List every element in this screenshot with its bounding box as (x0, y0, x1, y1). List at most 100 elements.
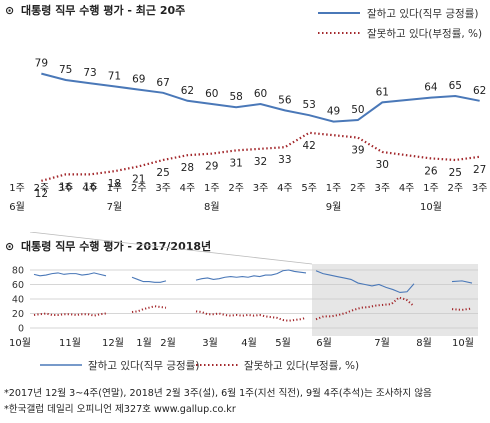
negative-data-label: 30 (376, 159, 389, 171)
positive-data-label: 75 (59, 64, 72, 76)
negative-data-label: 25 (449, 167, 462, 179)
ov-positive-segment (131, 276, 167, 283)
ov-y-tick: 0 (18, 324, 24, 335)
main-chart-title: 대통령 직무 수행 평가 - 최근 20주 (21, 3, 185, 17)
ov-y-tick: 20 (12, 309, 24, 320)
main-x-axis: 1주 6월 2주 3주 4주 1주 7월 2주 3주 4주 1주 8월 2주 3주 4주 5주 1주 9월 2주 3주… (9, 183, 487, 213)
ov-y-tick: 80 (12, 266, 24, 277)
x-tick-week: 4주 (82, 183, 98, 194)
overview-chart-title: 대통령 직무 수행 평가 - 2017/2018년 (21, 239, 211, 253)
negative-data-label: 21 (132, 173, 145, 185)
footnotes: *2017년 12월 3~4주(연말), 2018년 2월 3주(설), 6월 … (4, 386, 488, 418)
x-tick-week: 2주 (350, 183, 366, 194)
positive-data-label: 60 (254, 88, 267, 100)
positive-data-label: 58 (229, 91, 242, 103)
negative-data-label: 25 (156, 167, 169, 179)
x-tick-week: 1주 (326, 183, 342, 194)
x-tick-month: 6월 (9, 201, 25, 213)
positive-data-label: 50 (351, 104, 364, 116)
negative-data-label: 16 (83, 181, 97, 193)
ov-month-label: 3월 (202, 337, 218, 349)
legend-negative-label: 잘못하고 있다(부정률, %) (367, 27, 482, 40)
x-tick-week: 3주 (58, 183, 74, 194)
negative-data-label: 42 (303, 140, 316, 152)
x-tick-week: 4주 (277, 183, 293, 194)
main-chart: ⊙ 대통령 직무 수행 평가 - 최근 20주 잘하고 있다(직무 긍정률) 잘… (5, 3, 487, 213)
ov-y-tick: 40 (12, 295, 24, 306)
negative-data-label: 28 (181, 162, 194, 174)
negative-data-label: 31 (229, 157, 242, 169)
ov-legend-positive-label: 잘하고 있다(직무 긍정률) (88, 359, 199, 372)
positive-data-label: 56 (278, 94, 292, 106)
x-tick-week: 3주 (155, 183, 171, 194)
ov-month-label: 8월 (416, 337, 432, 349)
x-tick-week: 4주 (399, 183, 415, 194)
positive-data-label: 65 (449, 80, 462, 92)
positive-data-label: 67 (156, 77, 169, 89)
ov-negative-segment (315, 296, 415, 321)
positive-data-label: 62 (473, 85, 486, 97)
zoom-connector (29, 232, 313, 265)
x-tick-week: 2주 (34, 183, 50, 194)
ov-month-label: 10월 (9, 337, 31, 349)
recent-weeks-highlight (312, 264, 478, 336)
positive-data-label: 62 (181, 85, 194, 97)
positive-data-label: 69 (132, 74, 145, 86)
negative-data-label: 18 (108, 178, 121, 190)
positive-data-label: 60 (205, 88, 218, 100)
ov-month-label: 4월 (241, 337, 257, 349)
x-tick-month: 8월 (204, 201, 220, 213)
ov-negative-segment (195, 310, 307, 322)
positive-data-label: 64 (424, 82, 438, 94)
overview-chart: ⊙ 대통령 직무 수행 평가 - 2017/2018년 0 20 40 60 80 10… (5, 232, 478, 372)
x-tick-week: 3주 (253, 183, 269, 194)
ov-month-label: 1월 (136, 337, 152, 349)
overview-legend: 잘하고 있다(직무 긍정률) 잘못하고 있다(부정률, %) (40, 359, 359, 372)
negative-data-label: 32 (254, 156, 267, 168)
x-tick-week: 1주 (204, 183, 220, 194)
x-tick-month: 10월 (420, 201, 442, 213)
positive-data-label: 61 (376, 86, 389, 98)
overview-x-axis: 10월 11월 12월 1월 2월 3월 4월 5월 6월 7월 8월 10월 (9, 337, 474, 349)
ov-month-label: 11월 (59, 337, 81, 349)
ov-positive-segment (195, 269, 307, 281)
negative-series-line (41, 131, 480, 182)
ov-positive-segment (315, 270, 415, 294)
ov-month-label: 12월 (102, 337, 124, 349)
ov-month-label: 2월 (160, 337, 176, 349)
legend-positive-label: 잘하고 있다(직무 긍정률) (367, 7, 478, 20)
positive-data-label: 49 (327, 106, 340, 118)
x-tick-month: 7월 (107, 201, 123, 213)
x-tick-week: 3주 (374, 183, 390, 194)
x-tick-week: 4주 (180, 183, 196, 194)
negative-data-label: 26 (424, 165, 438, 177)
negative-data-label: 33 (278, 154, 291, 166)
footnote-survey-gaps: *2017년 12월 3~4주(연말), 2018년 2월 3주(설), 6월 … (4, 388, 432, 399)
positive-data-label: 53 (303, 99, 316, 111)
ov-legend-negative-label: 잘못하고 있다(부정률, %) (244, 359, 359, 372)
main-plot: 79 75 73 71 69 67 62 60 58 60 56 53 49 50 61 64 65 62 12 16… (35, 58, 487, 200)
x-tick-week: 2주 (448, 183, 464, 194)
x-tick-week: 2주 (228, 183, 244, 194)
negative-data-label: 16 (59, 181, 73, 193)
negative-data-label: 39 (351, 145, 364, 157)
ov-negative-segment (131, 305, 167, 314)
ov-month-label: 7월 (374, 337, 390, 349)
x-tick-month: 9월 (326, 201, 342, 213)
negative-data-label: 29 (205, 161, 218, 173)
positive-series-line (41, 72, 480, 123)
ov-month-label: 5월 (275, 337, 291, 349)
ov-month-label: 10월 (452, 337, 474, 349)
x-tick-week: 3주 (472, 183, 488, 194)
overview-title-marker: ⊙ (5, 240, 14, 253)
ov-positive-segment (33, 272, 107, 277)
ov-y-tick: 60 (12, 280, 24, 291)
x-tick-week: 1주 (423, 183, 439, 194)
main-title-marker: ⊙ (5, 4, 14, 17)
x-tick-week: 1주 (107, 183, 123, 194)
negative-data-label: 12 (35, 188, 48, 200)
ov-positive-segment (451, 280, 473, 284)
ov-month-label: 6월 (316, 337, 332, 349)
positive-data-label: 71 (108, 70, 121, 82)
x-tick-week: 1주 (9, 183, 25, 194)
